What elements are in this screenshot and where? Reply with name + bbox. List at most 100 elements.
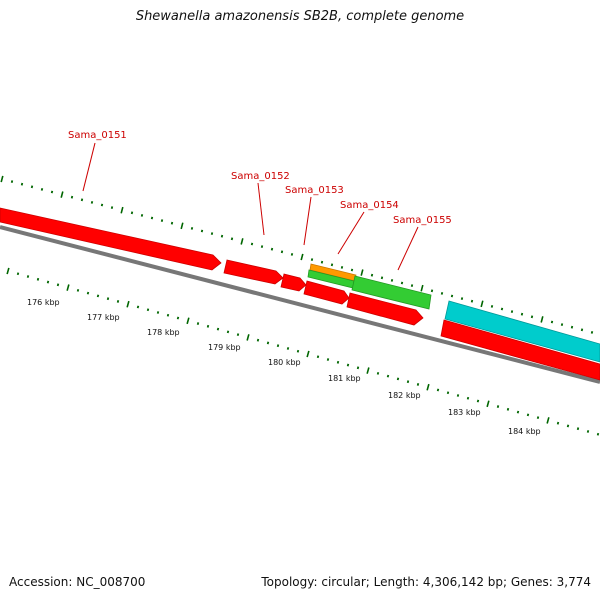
minor-tick bbox=[260, 245, 264, 248]
minor-tick bbox=[556, 421, 560, 425]
minor-tick bbox=[220, 234, 224, 238]
minor-tick bbox=[460, 297, 464, 300]
gene-cyan-block[interactable] bbox=[444, 300, 600, 363]
minor-tick bbox=[376, 371, 380, 375]
minor-tick bbox=[256, 338, 260, 342]
minor-tick bbox=[40, 188, 44, 191]
minor-tick bbox=[86, 291, 90, 295]
major-tick bbox=[240, 238, 244, 245]
minor-tick bbox=[50, 190, 54, 194]
gene-red-block-lower[interactable] bbox=[346, 292, 424, 326]
minor-tick bbox=[226, 330, 230, 334]
minor-tick bbox=[90, 201, 94, 204]
minor-tick bbox=[216, 327, 220, 331]
minor-tick bbox=[490, 305, 494, 308]
minor-tick bbox=[576, 427, 580, 431]
minor-tick bbox=[476, 399, 480, 403]
minor-tick bbox=[466, 396, 470, 400]
minor-tick bbox=[156, 311, 160, 314]
major-tick bbox=[120, 206, 124, 214]
kbp-label: 181 kbp bbox=[328, 374, 361, 383]
gene-label-sama-0153[interactable]: Sama_0153 bbox=[285, 185, 344, 196]
minor-tick bbox=[340, 266, 344, 269]
gene-label-sama-0155[interactable]: Sama_0155 bbox=[393, 215, 452, 226]
minor-tick bbox=[390, 279, 394, 282]
gene-sama-0154-arrow[interactable] bbox=[303, 280, 350, 305]
gene-sama-0152-arrow[interactable] bbox=[223, 259, 284, 285]
minor-tick bbox=[510, 310, 514, 313]
kbp-label: 179 kbp bbox=[208, 343, 241, 352]
minor-tick bbox=[46, 280, 50, 284]
minor-tick bbox=[570, 325, 574, 329]
minor-tick bbox=[410, 284, 414, 287]
kbp-label: 182 kbp bbox=[388, 391, 421, 400]
minor-tick bbox=[210, 232, 214, 235]
gene-label-sama-0152[interactable]: Sama_0152 bbox=[231, 171, 290, 182]
lower-tick-track bbox=[6, 267, 600, 436]
minor-tick bbox=[440, 292, 444, 295]
minor-tick bbox=[436, 388, 440, 392]
major-tick bbox=[186, 317, 190, 325]
minor-tick bbox=[26, 275, 30, 278]
minor-tick bbox=[310, 258, 314, 261]
gene-red-block-right[interactable] bbox=[440, 319, 600, 381]
minor-tick bbox=[230, 237, 234, 241]
major-tick bbox=[426, 383, 430, 391]
major-tick bbox=[126, 300, 130, 308]
minor-tick bbox=[276, 344, 280, 348]
minor-tick bbox=[320, 260, 324, 264]
minor-tick bbox=[516, 410, 520, 414]
minor-tick bbox=[170, 221, 174, 225]
minor-tick bbox=[206, 324, 210, 328]
genome-summary-text: Topology: circular; Length: 4,306,142 bp… bbox=[261, 575, 591, 589]
minor-tick bbox=[406, 380, 410, 384]
minor-tick bbox=[596, 432, 600, 436]
major-tick bbox=[420, 284, 424, 292]
minor-tick bbox=[560, 323, 564, 326]
minor-tick bbox=[250, 242, 254, 246]
gene-sama-0155-green[interactable] bbox=[351, 275, 432, 310]
major-tick bbox=[546, 417, 550, 424]
minor-tick bbox=[270, 247, 274, 251]
minor-tick bbox=[20, 182, 24, 186]
major-tick bbox=[60, 191, 64, 198]
minor-tick bbox=[400, 281, 404, 285]
gene-sama-0151-arrow[interactable] bbox=[0, 207, 222, 271]
minor-tick bbox=[586, 430, 590, 433]
minor-tick bbox=[280, 250, 284, 254]
major-tick bbox=[0, 175, 4, 183]
minor-tick bbox=[316, 355, 320, 359]
minor-tick bbox=[380, 276, 384, 280]
minor-tick bbox=[266, 341, 270, 345]
minor-tick bbox=[130, 211, 134, 215]
map-title: Shewanella amazonensis SB2B, complete ge… bbox=[135, 9, 465, 24]
upper-tick-track bbox=[0, 175, 594, 334]
minor-tick bbox=[350, 268, 354, 272]
kbp-label: 180 kbp bbox=[268, 358, 301, 367]
gene-label-sama-0154[interactable]: Sama_0154 bbox=[340, 200, 399, 211]
minor-tick bbox=[36, 277, 40, 281]
minor-tick bbox=[326, 358, 330, 361]
minor-tick bbox=[496, 405, 500, 408]
minor-tick bbox=[536, 416, 540, 420]
gene-sama-0153-arrow[interactable] bbox=[280, 273, 307, 292]
minor-tick bbox=[160, 219, 164, 222]
minor-tick bbox=[106, 297, 110, 301]
gene-labels: Sama_0151 Sama_0152 Sama_0153 Sama_0154 … bbox=[68, 130, 452, 226]
accession-text: Accession: NC_008700 bbox=[9, 575, 146, 589]
kbp-label: 178 kbp bbox=[147, 328, 180, 337]
major-tick bbox=[486, 400, 490, 408]
minor-tick bbox=[76, 288, 80, 292]
minor-tick bbox=[96, 294, 100, 298]
major-tick bbox=[480, 300, 484, 308]
minor-tick bbox=[80, 198, 84, 202]
minor-tick bbox=[190, 227, 194, 230]
gene-label-sama-0151[interactable]: Sama_0151 bbox=[68, 130, 127, 141]
minor-tick bbox=[330, 263, 334, 267]
kbp-scale-labels: 176 kbp 177 kbp 178 kbp 179 kbp 180 kbp … bbox=[27, 298, 541, 436]
minor-tick bbox=[146, 308, 150, 312]
minor-tick bbox=[100, 203, 104, 207]
minor-tick bbox=[140, 214, 144, 217]
minor-tick bbox=[396, 377, 400, 381]
